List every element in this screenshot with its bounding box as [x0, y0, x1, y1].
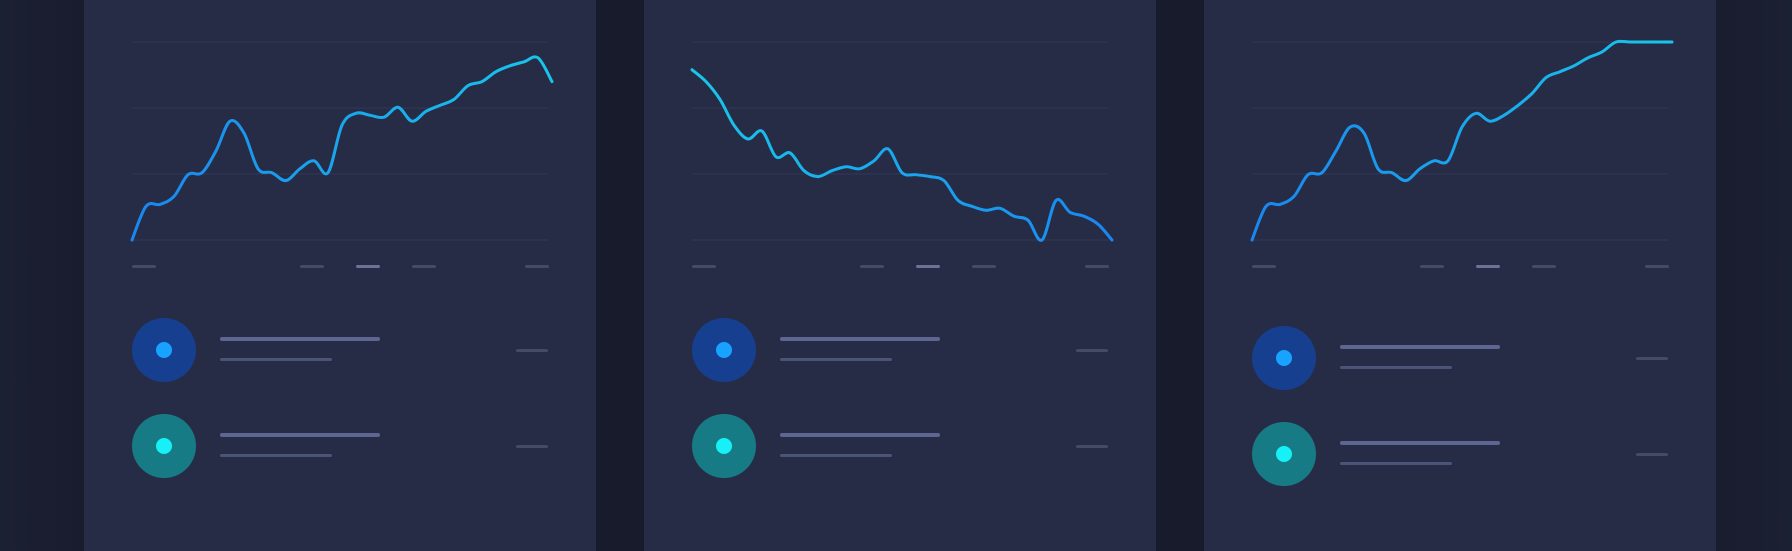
legend-value-placeholder [1076, 445, 1108, 448]
x-tick-4 [412, 265, 436, 268]
legend-title-placeholder [1340, 345, 1500, 349]
legend-value-placeholder [1076, 349, 1108, 352]
line-chart-2 [690, 41, 1114, 242]
x-tick-5 [1645, 265, 1669, 268]
legend-value-placeholder [516, 349, 548, 352]
legend-subtitle-placeholder [780, 454, 892, 457]
legend-item-blue[interactable] [692, 318, 1108, 382]
series-line-1[interactable] [1250, 39, 1674, 242]
legend-title-placeholder [1340, 441, 1500, 445]
series-blue-icon [692, 318, 756, 382]
chart-panel-3 [1204, 0, 1716, 551]
series-teal-icon [692, 414, 756, 478]
x-tick-2 [860, 265, 884, 268]
x-tick-2 [1420, 265, 1444, 268]
series-line-1[interactable] [690, 68, 1114, 242]
x-tick-3-active[interactable] [1476, 265, 1500, 268]
series-teal-icon [132, 414, 196, 478]
legend-subtitle-placeholder [220, 358, 332, 361]
x-tick-3-active[interactable] [916, 265, 940, 268]
legend-title-placeholder [220, 337, 380, 341]
series-line-1[interactable] [130, 55, 554, 242]
x-tick-1 [692, 265, 716, 268]
chart-panel-1 [84, 0, 596, 551]
legend-item-teal[interactable] [132, 414, 548, 478]
legend-subtitle-placeholder [220, 454, 332, 457]
legend-value-placeholder [516, 445, 548, 448]
legend-title-placeholder [780, 337, 940, 341]
legend-value-placeholder [1636, 453, 1668, 456]
legend-value-placeholder [1636, 357, 1668, 360]
series-blue-icon [132, 318, 196, 382]
x-tick-4 [1532, 265, 1556, 268]
legend-subtitle-placeholder [780, 358, 892, 361]
x-tick-1 [132, 265, 156, 268]
line-chart-3 [1250, 39, 1674, 242]
x-tick-4 [972, 265, 996, 268]
legend-title-placeholder [220, 433, 380, 437]
legend-item-blue[interactable] [1252, 326, 1668, 390]
x-tick-2 [300, 265, 324, 268]
legend-subtitle-placeholder [1340, 366, 1452, 369]
legend-title-placeholder [780, 433, 940, 437]
x-tick-3-active[interactable] [356, 265, 380, 268]
legend-item-teal[interactable] [1252, 422, 1668, 486]
legend-subtitle-placeholder [1340, 462, 1452, 465]
series-teal-icon [1252, 422, 1316, 486]
x-tick-5 [525, 265, 549, 268]
legend-item-teal[interactable] [692, 414, 1108, 478]
x-tick-1 [1252, 265, 1276, 268]
series-blue-icon [1252, 326, 1316, 390]
line-chart-1 [130, 41, 554, 242]
chart-panel-2 [644, 0, 1156, 551]
legend-item-blue[interactable] [132, 318, 548, 382]
x-tick-5 [1085, 265, 1109, 268]
